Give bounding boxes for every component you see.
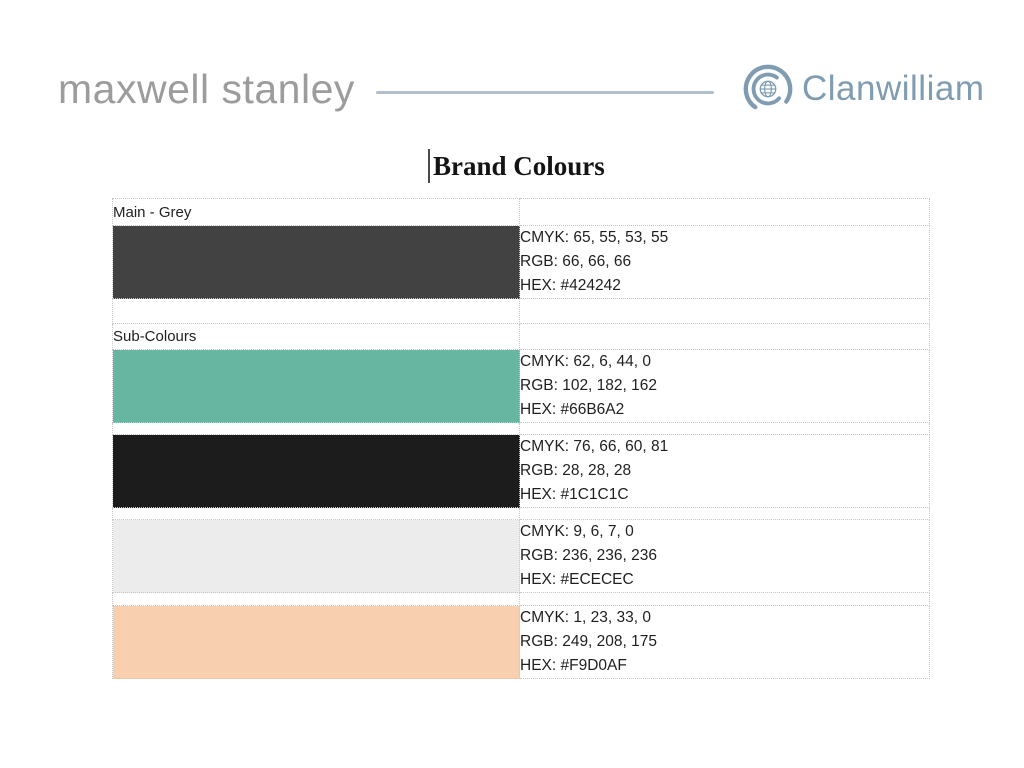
clanwilliam-spiral-icon: [741, 62, 795, 116]
table-row-main-grey: CMYK: 65, 55, 53, 55 RGB: 66, 66, 66 HEX…: [112, 225, 930, 299]
swatch-sub-peach[interactable]: [112, 605, 520, 679]
cmyk-value: CMYK: 1, 23, 33, 0: [520, 609, 651, 626]
page-title-text: Brand Colours: [433, 150, 605, 181]
table-row-sub-teal: CMYK: 62, 6, 44, 0 RGB: 102, 182, 162 HE…: [112, 349, 930, 423]
main-grey-label[interactable]: Main - Grey: [112, 198, 520, 226]
values-sub-peach[interactable]: CMYK: 1, 23, 33, 0 RGB: 249, 208, 175 HE…: [519, 605, 930, 679]
empty-cell: [519, 507, 930, 520]
spacer-row: [112, 507, 930, 520]
page-title[interactable]: Brand Colours: [428, 149, 605, 183]
spacer-row: [112, 298, 930, 324]
table-row-sub-peach: CMYK: 1, 23, 33, 0 RGB: 249, 208, 175 HE…: [112, 605, 930, 679]
text-cursor: [428, 149, 430, 183]
values-sub-black[interactable]: CMYK: 76, 66, 60, 81 RGB: 28, 28, 28 HEX…: [519, 434, 930, 508]
spacer-row: [112, 422, 930, 435]
swatch-sub-lightgrey[interactable]: [112, 519, 520, 593]
values-main-grey[interactable]: CMYK: 65, 55, 53, 55 RGB: 66, 66, 66 HEX…: [519, 225, 930, 299]
empty-cell: [519, 323, 930, 350]
table-row-main-label: Main - Grey: [112, 198, 930, 226]
empty-cell: [519, 198, 930, 226]
hex-value: HEX: #66B6A2: [520, 401, 625, 418]
empty-cell: [112, 298, 520, 324]
table-row-sub-black: CMYK: 76, 66, 60, 81 RGB: 28, 28, 28 HEX…: [112, 434, 930, 508]
empty-cell: [519, 422, 930, 435]
header-divider-line: [376, 91, 714, 94]
hex-value: HEX: #F9D0AF: [520, 657, 627, 674]
empty-cell: [112, 507, 520, 520]
empty-cell: [112, 422, 520, 435]
cmyk-value: CMYK: 9, 6, 7, 0: [520, 523, 634, 540]
empty-cell: [519, 298, 930, 324]
cmyk-value: CMYK: 76, 66, 60, 81: [520, 438, 669, 455]
swatch-sub-teal[interactable]: [112, 349, 520, 423]
empty-cell: [519, 592, 930, 606]
brand-colours-table: Main - Grey CMYK: 65, 55, 53, 55 RGB: 66…: [112, 198, 930, 679]
hex-value: HEX: #ECECEC: [520, 571, 634, 588]
clanwilliam-wordmark: Clanwilliam: [802, 69, 985, 108]
values-sub-lightgrey[interactable]: CMYK: 9, 6, 7, 0 RGB: 236, 236, 236 HEX:…: [519, 519, 930, 593]
sub-colours-label[interactable]: Sub-Colours: [112, 323, 520, 350]
maxwell-stanley-logo[interactable]: maxwell stanley: [58, 66, 355, 112]
rgb-value: RGB: 102, 182, 162: [520, 377, 658, 394]
rgb-value: RGB: 249, 208, 175: [520, 633, 658, 650]
clanwilliam-logo[interactable]: Clanwilliam: [741, 62, 984, 116]
hex-value: HEX: #1C1C1C: [520, 486, 629, 503]
cmyk-value: CMYK: 62, 6, 44, 0: [520, 353, 651, 370]
empty-cell: [112, 592, 520, 606]
values-sub-teal[interactable]: CMYK: 62, 6, 44, 0 RGB: 102, 182, 162 HE…: [519, 349, 930, 423]
swatch-sub-black[interactable]: [112, 434, 520, 508]
table-row-sub-label: Sub-Colours: [112, 323, 930, 350]
rgb-value: RGB: 66, 66, 66: [520, 253, 632, 270]
rgb-value: RGB: 28, 28, 28: [520, 462, 632, 479]
table-row-sub-lightgrey: CMYK: 9, 6, 7, 0 RGB: 236, 236, 236 HEX:…: [112, 519, 930, 593]
rgb-value: RGB: 236, 236, 236: [520, 547, 658, 564]
hex-value: HEX: #424242: [520, 277, 621, 294]
swatch-main-grey[interactable]: [112, 225, 520, 299]
spacer-row: [112, 592, 930, 606]
cmyk-value: CMYK: 65, 55, 53, 55: [520, 229, 669, 246]
